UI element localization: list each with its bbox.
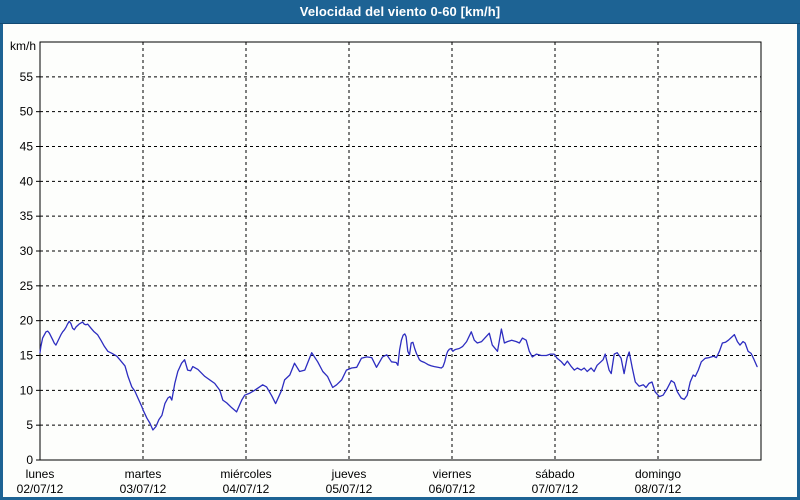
x-date-label: 06/07/12	[429, 482, 476, 496]
x-day-label: martes	[125, 467, 162, 481]
y-tick-label: 20	[20, 314, 34, 328]
y-tick-label: 15	[20, 349, 34, 363]
plot-box	[39, 41, 762, 461]
x-day-label: jueves	[331, 467, 367, 481]
x-date-label: 07/07/12	[532, 482, 579, 496]
wind-speed-series-line	[39, 320, 758, 431]
x-day-label: miércoles	[220, 467, 271, 481]
x-day-label: domingo	[635, 467, 681, 481]
y-tick-label: 50	[20, 105, 34, 119]
x-day-label: viernes	[433, 467, 472, 481]
y-tick-label: 35	[20, 209, 34, 223]
x-date-label: 02/07/12	[17, 482, 64, 496]
x-date-label: 04/07/12	[223, 482, 270, 496]
title-bar: Velocidad del viento 0-60 [km/h]	[0, 0, 800, 24]
chart-title: Velocidad del viento 0-60 [km/h]	[299, 4, 501, 19]
x-date-label: 03/07/12	[120, 482, 167, 496]
x-date-label: 05/07/12	[326, 482, 373, 496]
y-tick-label: 0	[26, 453, 33, 467]
x-day-label: lunes	[26, 467, 55, 481]
x-date-label: 08/07/12	[635, 482, 682, 496]
y-tick-label: 55	[20, 70, 34, 84]
x-day-label: sábado	[535, 467, 575, 481]
y-tick-label: 5	[26, 418, 33, 432]
y-tick-label: 10	[20, 383, 34, 397]
y-tick-label: 30	[20, 244, 34, 258]
y-axis-unit-label: km/h	[10, 39, 36, 53]
y-tick-label: 45	[20, 140, 34, 154]
y-tick-label: 25	[20, 279, 34, 293]
y-tick-label: 40	[20, 174, 34, 188]
plot-canvas: 0 5 10 15 20 25 30 35 40 45 50 55 km/h lunes 02/07/12 m…	[3, 24, 797, 497]
